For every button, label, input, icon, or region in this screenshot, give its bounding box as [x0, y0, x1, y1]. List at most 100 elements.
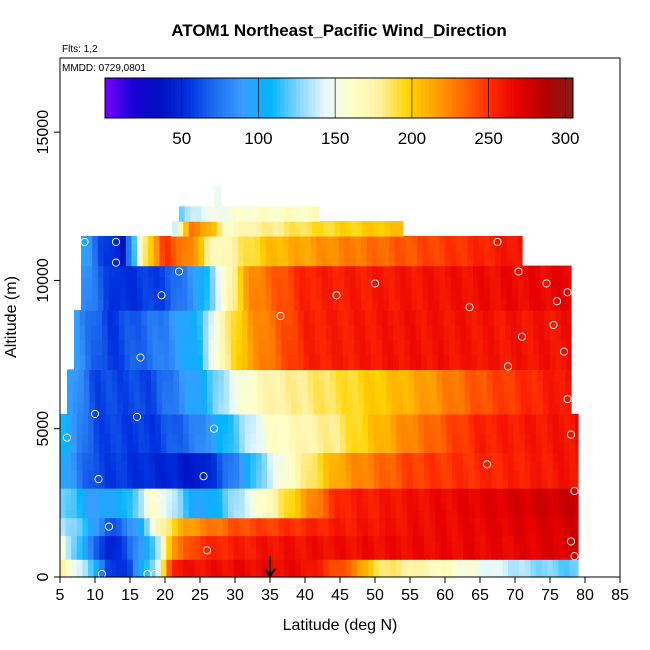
heatmap-cell [547, 433, 554, 444]
heatmap-cell [201, 380, 208, 393]
heatmap-cell [186, 324, 193, 341]
heatmap-cell [536, 413, 543, 425]
heatmap-cell [422, 287, 429, 300]
heatmap-cell [127, 526, 134, 532]
heatmap-cell [480, 495, 487, 504]
heatmap-cell [296, 402, 303, 415]
heatmap-cell [575, 423, 579, 434]
heatmap-cell [422, 243, 429, 252]
heatmap-cell [195, 369, 202, 382]
heatmap-cell [398, 324, 405, 341]
heatmap-cell [103, 250, 110, 259]
heatmap-cell [508, 502, 515, 511]
heatmap-cell [512, 250, 519, 259]
heatmap-cell [170, 243, 177, 252]
heatmap-cell [177, 495, 184, 504]
heatmap-cell [473, 250, 480, 259]
heatmap-cell [519, 531, 526, 537]
heatmap-cell [569, 553, 576, 560]
heatmap-cell [400, 265, 407, 278]
heatmap-cell [116, 423, 123, 434]
heatmap-cell [97, 276, 104, 289]
heatmap-cell [144, 488, 151, 497]
heatmap-cell [295, 547, 302, 554]
heatmap-cell [433, 287, 440, 300]
heatmap-cell [265, 287, 272, 300]
heatmap-cell [411, 250, 418, 259]
heatmap-cell [485, 495, 492, 504]
heatmap-cell [302, 369, 309, 382]
heatmap-cell [160, 479, 167, 489]
heatmap-cell [396, 502, 403, 511]
heatmap-cell [233, 547, 240, 554]
heatmap-cell [205, 442, 212, 454]
heatmap-cell [337, 354, 344, 370]
heatmap-cell [468, 433, 475, 444]
heatmap-cell [76, 510, 83, 519]
heatmap-cell [144, 413, 151, 425]
heatmap-cell [412, 461, 419, 471]
colorbar-swatch [463, 78, 469, 118]
x-tick-label: 80 [576, 587, 594, 604]
heatmap-cell [457, 541, 464, 548]
heatmap-cell [463, 413, 470, 425]
heatmap-cell [527, 310, 534, 326]
heatmap-cell [289, 547, 296, 554]
heatmap-cell [412, 526, 419, 532]
heatmap-cell [292, 354, 299, 370]
heatmap-cell [536, 568, 543, 574]
heatmap-cell [398, 339, 405, 356]
heatmap-cell [496, 547, 503, 554]
heatmap-cell [461, 235, 468, 244]
heatmap-cell [418, 442, 425, 454]
heatmap-cell [422, 250, 429, 259]
heatmap-cell [82, 470, 89, 480]
heatmap-cell [261, 568, 268, 574]
heatmap-cell [194, 488, 201, 497]
heatmap-cell [160, 433, 167, 444]
heatmap-cell [263, 369, 270, 382]
heatmap-cell [88, 502, 95, 511]
heatmap-cell [183, 470, 190, 480]
heatmap-cell [261, 510, 268, 519]
heatmap-cell [442, 402, 449, 415]
heatmap-cell [356, 228, 363, 233]
heatmap-cell [547, 572, 554, 578]
heatmap-cell [474, 531, 481, 537]
heatmap-cell [494, 339, 501, 356]
heatmap-cell [564, 559, 571, 565]
heatmap-cell [233, 433, 240, 444]
heatmap-cell [424, 433, 431, 444]
heatmap-cell [373, 568, 380, 574]
heatmap-cell [167, 369, 174, 382]
heatmap-cell [541, 495, 548, 504]
heatmap-cell [202, 354, 209, 370]
heatmap-cell [403, 369, 410, 382]
heatmap-cell [547, 522, 554, 528]
heatmap-cell [547, 568, 554, 574]
heatmap-cell [562, 265, 569, 278]
heatmap-cell [316, 250, 323, 259]
heatmap-cell [110, 559, 117, 565]
heatmap-cell [547, 526, 554, 532]
heatmap-cell [351, 228, 358, 233]
heatmap-cell [200, 224, 207, 230]
heatmap-cell [155, 413, 162, 425]
heatmap-cell [165, 298, 172, 311]
heatmap-cell [111, 391, 118, 404]
heatmap-cell [138, 433, 145, 444]
heatmap-cell [60, 541, 67, 548]
heatmap-cell [435, 541, 442, 548]
heatmap-cell [121, 479, 128, 489]
heatmap-cell [288, 243, 295, 252]
heatmap-cell [295, 510, 302, 519]
heatmap-cell [65, 572, 72, 578]
heatmap-cell [222, 221, 229, 226]
heatmap-cell [188, 224, 195, 230]
heatmap-cell [547, 461, 554, 471]
heatmap-cell [278, 568, 285, 574]
heatmap-cell [417, 235, 424, 244]
heatmap-cell [183, 452, 190, 462]
heatmap-cell [121, 568, 128, 574]
heatmap-cell [317, 413, 324, 425]
